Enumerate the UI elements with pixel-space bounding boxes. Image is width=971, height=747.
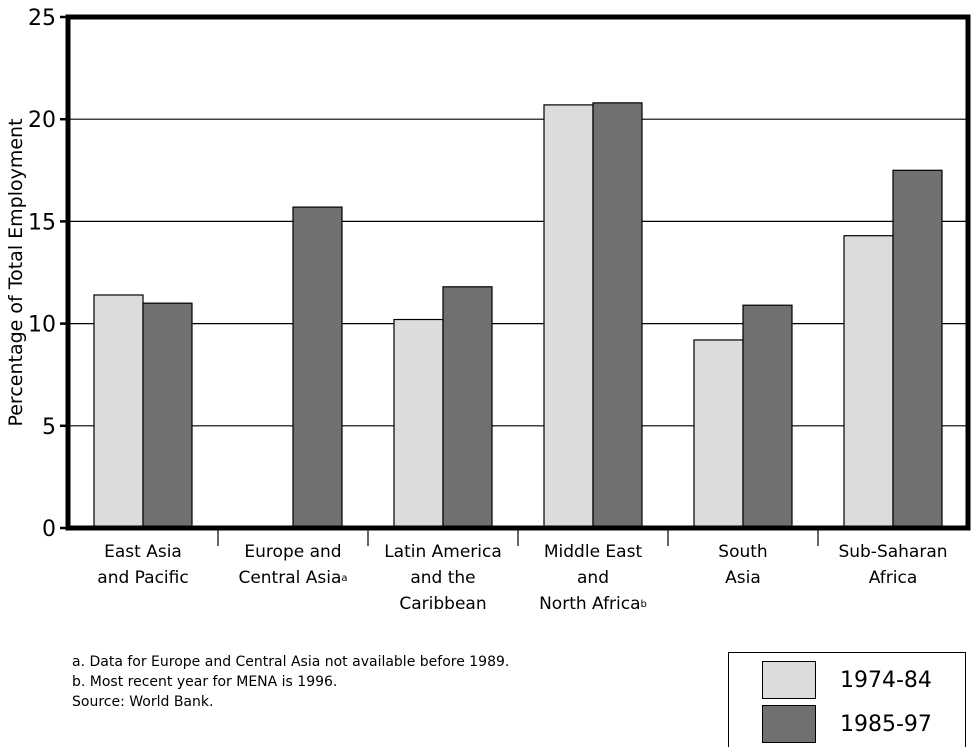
y-tick-label: 20: [28, 108, 56, 133]
bar-1974-84: [543, 104, 594, 529]
bar-1985-97: [892, 169, 943, 529]
legend: 1974-84 1985-97: [728, 652, 966, 747]
y-axis-ticks: 0 5 10 15 20 25: [28, 6, 68, 542]
x-tick-label: Middle East and North Africab: [539, 542, 647, 614]
gridlines: [68, 118, 968, 427]
legend-swatch-1985-97: [762, 705, 816, 743]
bar-1974-84: [843, 235, 894, 529]
source-note: Source: World Bank.: [72, 694, 214, 710]
plot-frame: [65, 14, 971, 531]
bar-1985-97: [742, 304, 793, 529]
x-axis-labels: East Asia and Pacific Europe and Central As…: [97, 530, 948, 614]
bar-chart: 0 5 10 15 20 25 East Asia and Pacific Europe an…: [5, 6, 971, 614]
legend-swatch-1974-84: [762, 661, 816, 699]
footnote-a: a. Data for Europe and Central Asia not …: [72, 654, 510, 670]
x-tick-label: Sub-Saharan Africa: [838, 542, 947, 588]
y-tick-label: 5: [42, 415, 56, 440]
bar-1974-84: [693, 339, 744, 529]
bar-1974-84: [93, 294, 144, 529]
bars: [93, 102, 943, 529]
x-tick-label: South Asia: [718, 542, 767, 588]
x-tick-label: Europe and Central Asiaa: [238, 542, 347, 588]
y-tick-label: 15: [28, 210, 56, 235]
x-tick-label: Latin America and the Caribbean: [384, 542, 502, 614]
legend-item-1974-84: 1974-84: [762, 661, 932, 699]
y-axis-label: Percentage of Total Employment: [5, 118, 27, 426]
bar-1985-97: [442, 286, 493, 529]
footnotes: a. Data for Europe and Central Asia not …: [72, 652, 509, 712]
bar-1974-84: [393, 318, 444, 529]
footnote-b: b. Most recent year for MENA is 1996.: [72, 674, 338, 690]
y-tick-label: 0: [42, 517, 56, 542]
bar-1985-97: [142, 302, 193, 529]
x-tick-label: East Asia and Pacific: [97, 542, 188, 588]
y-tick-label: 25: [28, 6, 56, 31]
legend-item-1985-97: 1985-97: [762, 705, 932, 743]
y-tick-label: 10: [28, 313, 56, 338]
bar-1985-97: [292, 206, 343, 529]
legend-label-1974-84: 1974-84: [840, 667, 932, 693]
legend-label-1985-97: 1985-97: [840, 711, 932, 737]
bar-1985-97: [592, 102, 643, 529]
